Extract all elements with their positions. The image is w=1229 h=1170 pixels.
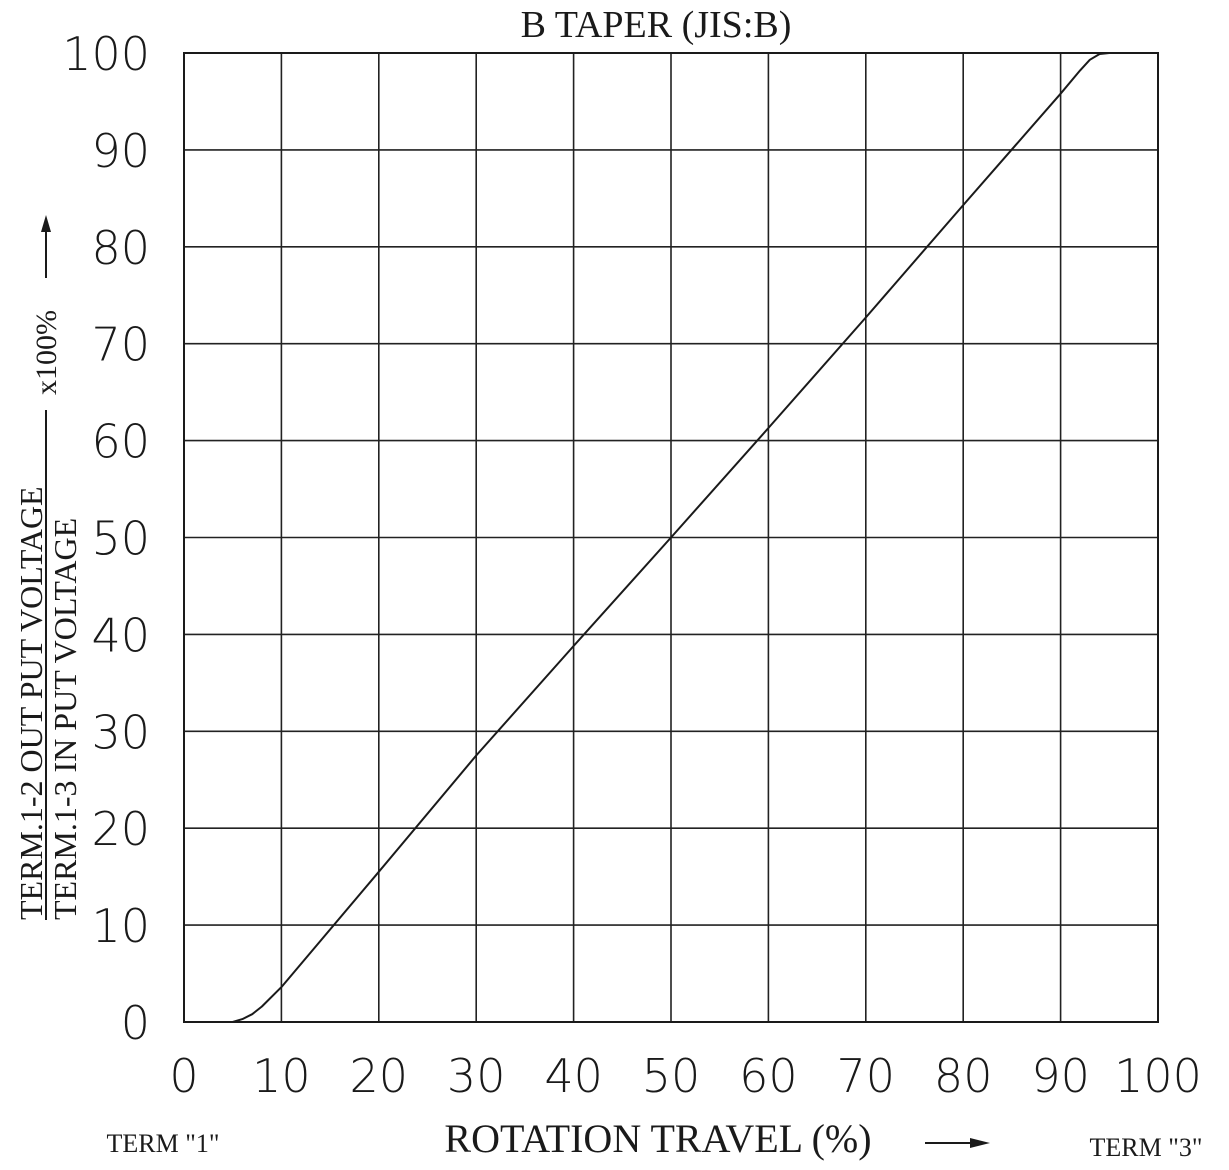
y-axis-arrow-head xyxy=(41,215,51,232)
y-tick-labels: 0 10 20 30 40 50 60 70 80 90 100 xyxy=(62,27,150,1050)
y-tick-label: 0 xyxy=(121,996,150,1050)
series-layer xyxy=(184,52,1158,1023)
x-tick-labels: 0 10 20 30 40 50 60 70 80 90 100 xyxy=(169,1049,1202,1103)
plot-border xyxy=(183,52,1159,1023)
x-tick-label: 100 xyxy=(1114,1049,1202,1103)
term-3-label: TERM "3" xyxy=(1090,1133,1203,1162)
x-axis-label: ROTATION TRAVEL (%) xyxy=(444,1116,871,1161)
term-1-label: TERM "1" xyxy=(107,1129,220,1158)
y-tick-label: 40 xyxy=(91,608,150,662)
x-tick-label: 0 xyxy=(169,1049,198,1103)
y-tick-label: 30 xyxy=(91,705,150,759)
x-tick-label: 50 xyxy=(642,1049,701,1103)
y-tick-label: 60 xyxy=(91,415,150,469)
chart-title: B TAPER (JIS:B) xyxy=(521,4,792,46)
series-line-taper xyxy=(184,52,1158,1023)
x-tick-label: 30 xyxy=(447,1049,506,1103)
x-tick-label: 10 xyxy=(252,1049,311,1103)
x-tick-label: 20 xyxy=(350,1049,409,1103)
plot-frame xyxy=(183,52,1159,1023)
y-tick-label: 90 xyxy=(91,124,150,178)
y-tick-label: 80 xyxy=(91,221,150,275)
x-tick-label: 40 xyxy=(544,1049,603,1103)
x-axis-arrow xyxy=(925,1138,990,1148)
x-tick-label: 90 xyxy=(1031,1049,1090,1103)
y-tick-label: 100 xyxy=(62,27,150,81)
y-tick-label: 50 xyxy=(91,512,150,566)
x-tick-label: 80 xyxy=(934,1049,993,1103)
y-axis-label: TERM.1-2 OUT PUT VOLTAGE TERM.1-3 IN PUT… xyxy=(13,215,83,920)
x-tick-label: 60 xyxy=(739,1049,798,1103)
y-axis-label-suffix: x100% xyxy=(30,310,63,395)
y-tick-label: 10 xyxy=(91,899,150,953)
x-tick-label: 70 xyxy=(837,1049,896,1103)
y-tick-label: 20 xyxy=(91,802,150,856)
y-tick-label: 70 xyxy=(91,318,150,372)
y-axis-label-numerator: TERM.1-2 OUT PUT VOLTAGE xyxy=(13,486,49,920)
y-axis-label-denominator: TERM.1-3 IN PUT VOLTAGE xyxy=(47,518,83,920)
